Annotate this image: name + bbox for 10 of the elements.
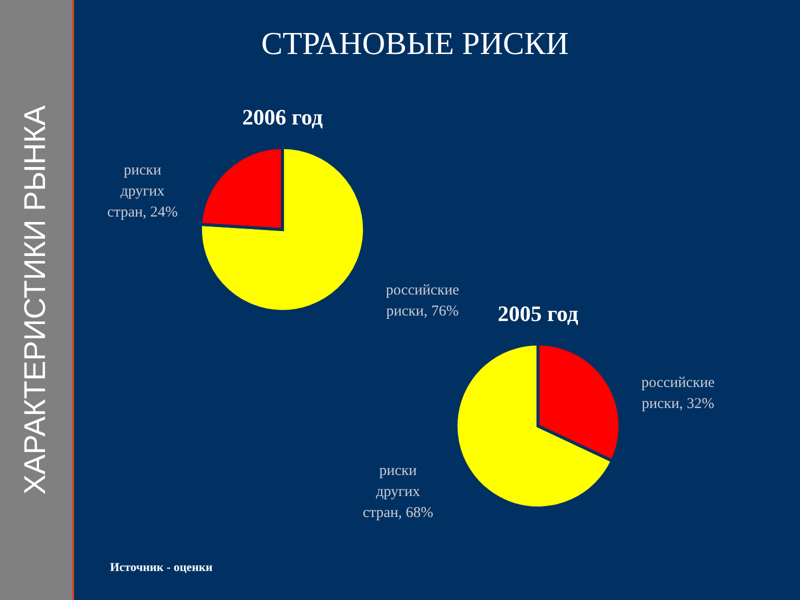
slice-label: российские риски, 32% (641, 375, 716, 412)
chart-title: 2006 год (242, 104, 323, 130)
slice-label: риски других стран, 68% (362, 462, 434, 521)
text: ХАРАКТЕРИСТИКИ РЫНКА (19, 105, 52, 495)
chart-title: 2005 год (498, 301, 578, 326)
pie-slice (199, 146, 366, 313)
text: Источник - оценки (110, 560, 213, 574)
text: СТРАНОВЫЕ РИСКИ (261, 25, 569, 61)
slice-label: риски других стран, 24% (107, 162, 178, 221)
slice-label: российские риски, 76% (386, 282, 460, 320)
